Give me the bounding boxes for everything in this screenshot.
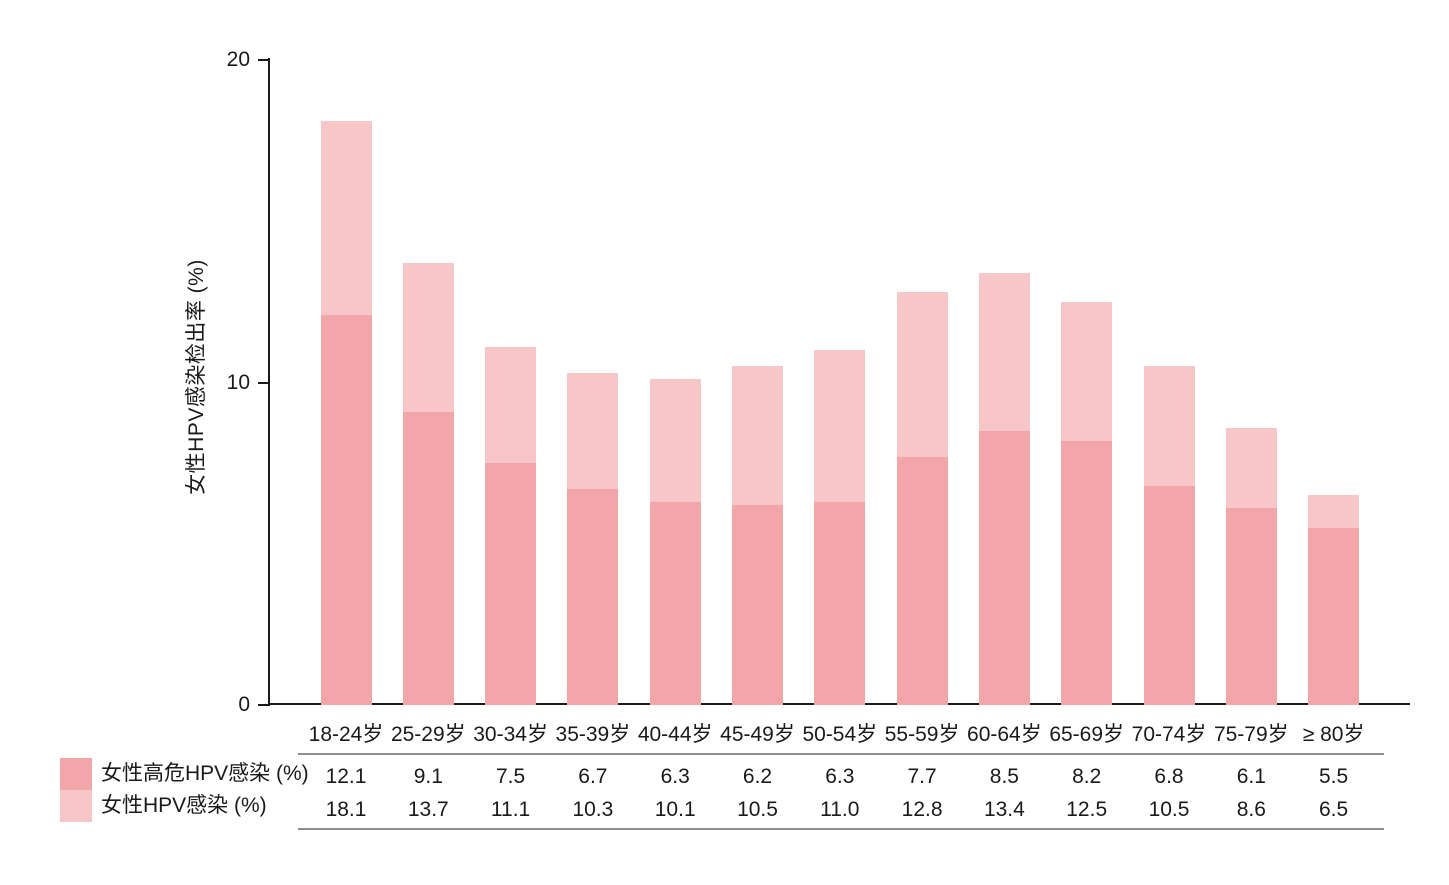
legend-label-highrisk: 女性高危HPV感染 (%) xyxy=(101,762,309,785)
legend-swatch-highrisk xyxy=(60,758,92,790)
table-bottom-rule xyxy=(298,828,1384,830)
legend-swatch-total xyxy=(60,790,92,822)
table-header-rule xyxy=(298,753,1384,755)
legend-label-total: 女性HPV感染 (%) xyxy=(101,794,267,817)
